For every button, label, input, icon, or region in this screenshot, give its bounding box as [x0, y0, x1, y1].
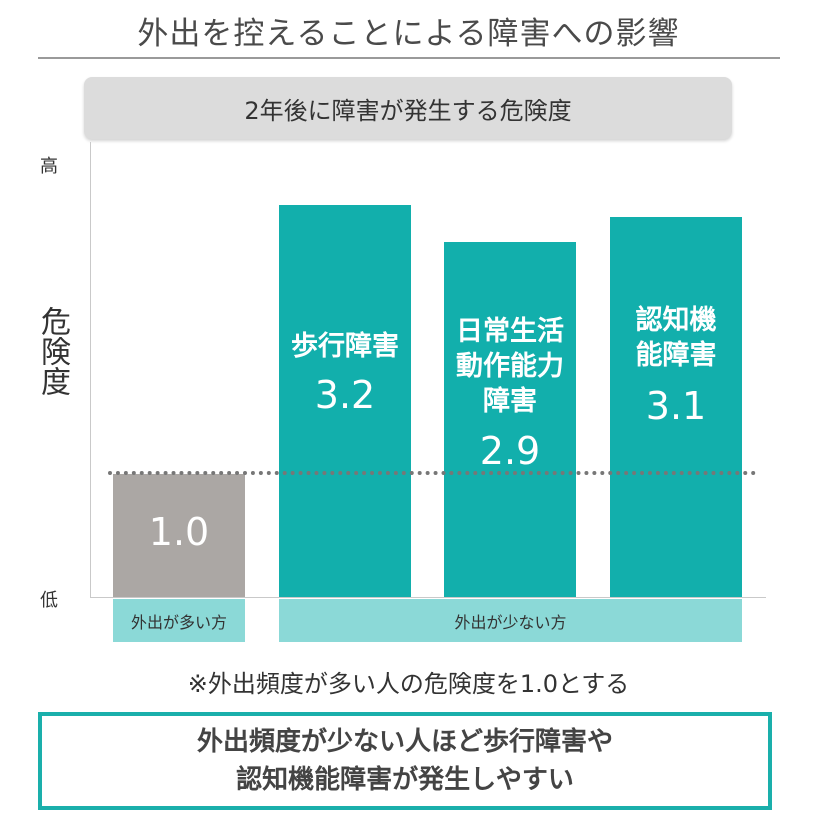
bar-value-2: 3.2	[314, 373, 376, 417]
conclusion-line-2: 認知機能障害が発生しやすい	[236, 765, 574, 795]
bar-value-3: 2.9	[479, 429, 541, 473]
bar-label-3: 日常生活 動作能力 障害	[456, 316, 564, 417]
title-divider	[38, 57, 780, 59]
y-axis-title: 危険度	[35, 306, 70, 396]
footnote: ※外出頻度が多い人の危険度を1.0とする	[187, 670, 630, 698]
y-axis-low-label: 低	[40, 590, 58, 611]
bar-label-2: 歩行障害	[291, 331, 399, 362]
bar-label-4: 認知機 能障害	[635, 305, 717, 371]
conclusion-box: 外出頻度が少ない人ほど歩行障害や 認知機能障害が発生しやすい	[38, 712, 772, 810]
bar-2	[279, 205, 411, 597]
bar-value-4: 3.1	[645, 384, 707, 428]
page-title: 外出を控えることによる障害への影響	[137, 16, 680, 52]
reference-line	[108, 471, 756, 475]
group-label-frequent: 外出が多い方	[113, 599, 245, 642]
conclusion-line-1: 外出頻度が少ない人ほど歩行障害や	[196, 727, 613, 757]
bar-4	[610, 217, 742, 597]
y-axis-line	[90, 142, 91, 598]
chart-subtitle: 2年後に障害が発生する危険度	[84, 77, 732, 139]
bar-1	[113, 474, 245, 597]
group-label-infrequent: 外出が少ない方	[279, 599, 742, 642]
bar-value-1: 1.0	[148, 510, 210, 554]
bar-3	[444, 242, 576, 597]
y-axis-high-label: 高	[40, 156, 58, 177]
x-axis-line	[90, 597, 766, 598]
